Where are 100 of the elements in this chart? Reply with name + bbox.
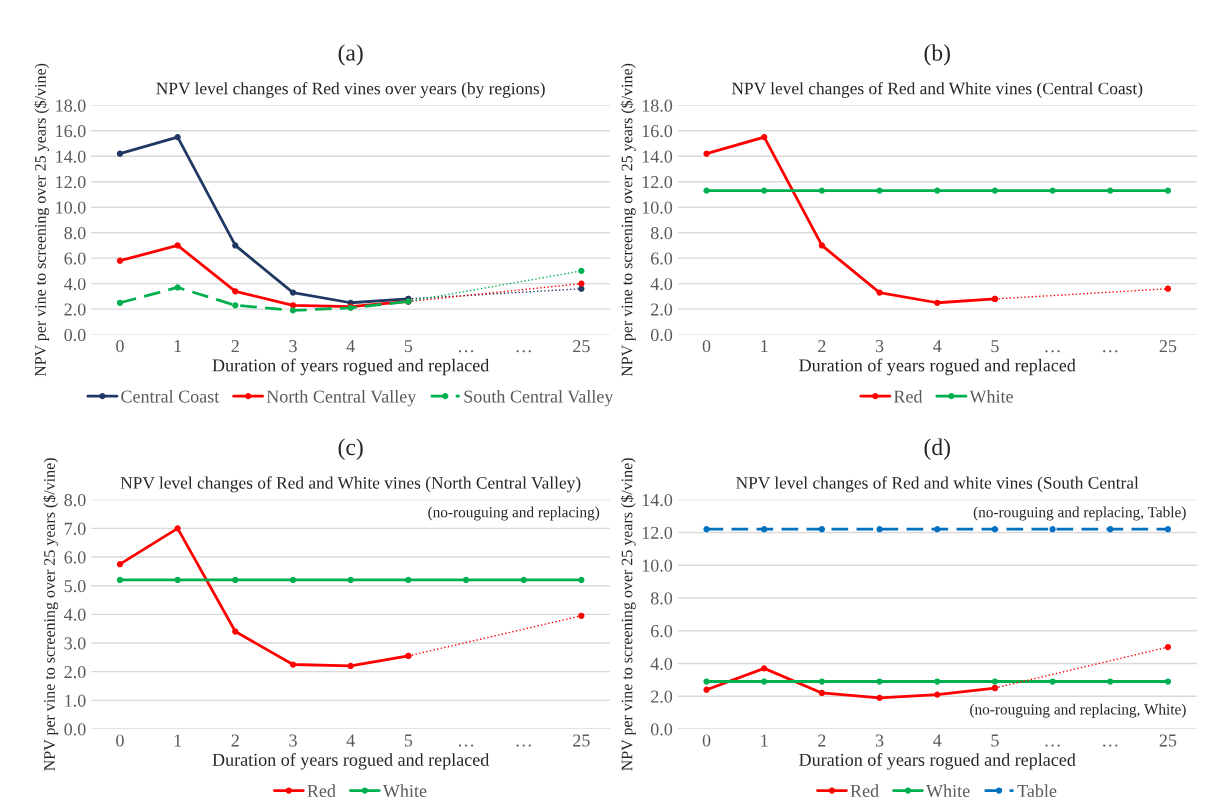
x-tick-label: 3 — [289, 734, 297, 747]
x-tick-label: 0 — [116, 339, 124, 353]
x-tick-label: 3 — [289, 340, 297, 353]
point — [116, 561, 124, 568]
point — [1164, 643, 1172, 651]
point — [761, 526, 768, 533]
point — [289, 289, 297, 296]
y-tick-label: 1.0 — [65, 694, 86, 707]
point — [1164, 526, 1172, 533]
point — [934, 187, 941, 194]
y-tick-label: 6.0 — [64, 551, 86, 564]
point — [761, 678, 768, 685]
y-tick-label: 7.0 — [64, 522, 86, 535]
y-tick-label: 2.0 — [64, 665, 86, 679]
y-tick-label: 12.0 — [642, 175, 673, 189]
point — [761, 134, 768, 141]
point — [876, 289, 883, 296]
point — [818, 526, 826, 533]
x-tick-label: 4 — [346, 734, 355, 747]
point — [991, 526, 999, 533]
legend-label: White — [382, 784, 427, 798]
x-tick-label: 5 — [404, 340, 413, 353]
y-tick-label: 0.0 — [650, 723, 673, 736]
x-tick-label: … — [1045, 744, 1060, 747]
x-tick-label: … — [516, 350, 531, 353]
y-tick-label: 2.0 — [651, 690, 673, 703]
x-tick-label: 4 — [933, 340, 942, 352]
y-tick-label: 12.0 — [56, 175, 86, 189]
point — [876, 187, 883, 194]
point — [1164, 187, 1172, 194]
point — [289, 302, 297, 309]
point — [289, 661, 297, 668]
x-tick-label: 4 — [933, 734, 942, 747]
point — [1049, 526, 1056, 533]
legend-label: White — [969, 389, 1013, 403]
point — [405, 576, 412, 584]
x-tick-label: 2 — [231, 340, 239, 352]
y-tick-label: 16.0 — [642, 125, 673, 138]
chart-title: (c) — [338, 438, 363, 460]
y-tick-label: 14.0 — [642, 493, 673, 507]
chart-subtitle: NPV level changes of Red and White vines (Central Coast) — [731, 81, 1143, 98]
y-tick-label: 0.0 — [650, 328, 673, 342]
y-tick-label: 4.0 — [650, 657, 673, 671]
x-tick-label: 0 — [702, 339, 711, 353]
x-tick-label: … — [1045, 350, 1060, 353]
x-axis-title: Duration of years rogued and replaced — [799, 753, 1076, 770]
y-tick-label: 8.0 — [64, 493, 86, 507]
point — [876, 678, 883, 685]
point — [232, 302, 239, 309]
y-tick-label: 4.0 — [64, 277, 86, 291]
legend-label: Red — [307, 784, 336, 798]
legend-label: White — [926, 784, 970, 798]
y-tick-label: 14.0 — [642, 150, 673, 163]
y-axis-title: NPV per vine to screening over 25 years ($/vine) — [34, 63, 50, 377]
point — [934, 691, 941, 698]
point — [174, 576, 181, 584]
point — [818, 678, 826, 685]
x-tick-label: 2 — [818, 734, 826, 747]
y-tick-label: 18.0 — [642, 99, 673, 112]
x-tick-label: 5 — [404, 734, 413, 747]
x-tick-label: … — [1103, 744, 1118, 747]
y-tick-label: 8.0 — [64, 226, 86, 240]
point — [347, 662, 354, 670]
y-tick-label: 4.0 — [650, 277, 673, 291]
legend-label: South Central Valley — [464, 389, 614, 407]
point — [1107, 187, 1114, 194]
point — [934, 526, 941, 533]
point — [703, 678, 710, 685]
x-tick-label: … — [516, 744, 531, 747]
point — [761, 665, 768, 672]
x-tick-label: … — [458, 350, 474, 353]
y-tick-label: 0.0 — [64, 328, 86, 342]
y-tick-label: 16.0 — [56, 125, 86, 138]
point — [703, 526, 710, 533]
point — [703, 150, 710, 157]
y-tick-label: 2.0 — [651, 303, 673, 316]
x-axis-title: Duration of years rogued and replaced — [799, 358, 1076, 376]
point — [232, 576, 239, 584]
point — [174, 525, 181, 532]
y-tick-label: 18.0 — [56, 99, 86, 112]
y-axis-title: NPV per vine to screening over 25 years ($/vine) — [620, 63, 636, 377]
legend-label: Central Coast — [121, 389, 220, 403]
y-tick-label: 0.0 — [64, 723, 86, 736]
y-tick-label: 14.0 — [56, 150, 86, 163]
point — [232, 288, 239, 295]
point — [818, 187, 826, 194]
y-axis-title: NPV per vine to screening over 25 years ($/vine) — [620, 458, 636, 771]
point — [1164, 678, 1172, 685]
y-tick-label: 2.0 — [64, 303, 86, 316]
legend-label: Red — [893, 389, 923, 403]
point — [174, 134, 181, 141]
y-tick-label: 10.0 — [56, 201, 86, 214]
x-tick-label: 3 — [875, 340, 884, 353]
point — [876, 526, 883, 533]
annotation: (no-rouguing and replacing, Table) — [973, 506, 1186, 521]
x-tick-label: 1 — [174, 340, 182, 352]
y-tick-label: 12.0 — [642, 526, 673, 539]
y-tick-label: 6.0 — [651, 252, 673, 265]
point — [703, 686, 710, 693]
x-axis-title: Duration of years rogued and replaced — [212, 358, 490, 376]
